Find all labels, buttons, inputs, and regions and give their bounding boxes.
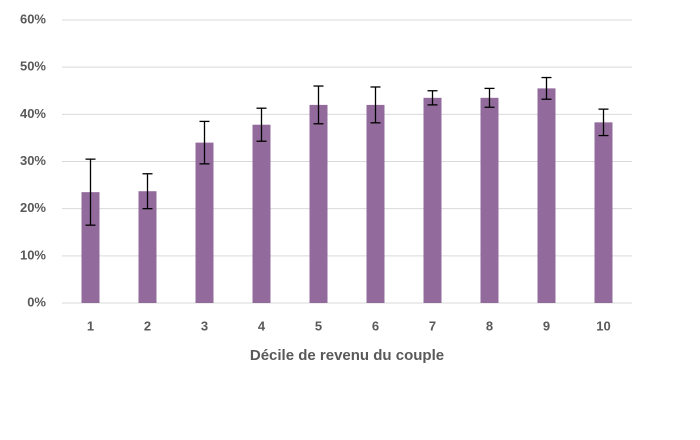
- bar: [252, 124, 271, 304]
- bar: [423, 97, 442, 303]
- x-tick-label: 10: [596, 318, 610, 333]
- bar: [195, 142, 214, 303]
- y-tick-label: 50%: [20, 59, 46, 74]
- x-tick-label: 9: [543, 318, 550, 333]
- x-tick-label: 1: [87, 318, 94, 333]
- x-tick-label: 4: [258, 318, 266, 333]
- bar: [138, 191, 157, 303]
- y-tick-label: 60%: [20, 11, 46, 26]
- bar: [594, 122, 613, 303]
- y-tick-label: 10%: [20, 247, 46, 262]
- bar: [480, 97, 499, 303]
- y-tick-label: 40%: [20, 106, 46, 121]
- y-tick-label: 20%: [20, 200, 46, 215]
- x-tick-label: 2: [144, 318, 151, 333]
- y-tick-label: 30%: [20, 153, 46, 168]
- bar: [366, 104, 385, 304]
- x-tick-label: 5: [315, 318, 322, 333]
- x-axis-title: Décile de revenu du couple: [250, 347, 444, 364]
- bar: [537, 88, 556, 304]
- y-tick-label: 0%: [27, 294, 46, 309]
- x-tick-label: 7: [429, 318, 436, 333]
- x-tick-label: 8: [486, 318, 493, 333]
- x-tick-label: 6: [372, 318, 379, 333]
- bar: [309, 104, 328, 304]
- bar: [81, 192, 100, 303]
- x-tick-label: 3: [201, 318, 208, 333]
